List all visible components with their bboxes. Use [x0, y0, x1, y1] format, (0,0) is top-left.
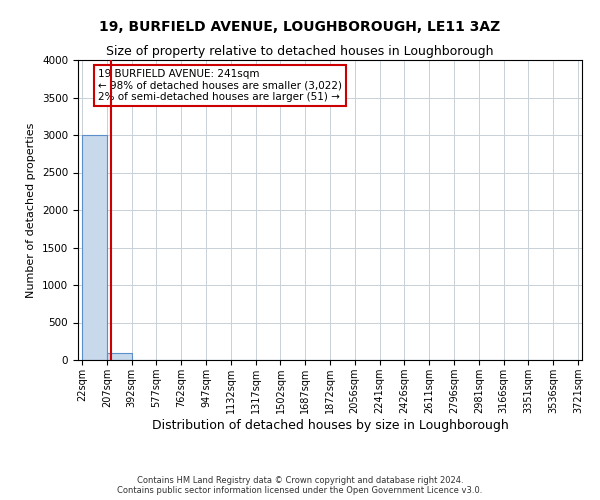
Bar	[107, 352, 131, 360]
Text: Size of property relative to detached houses in Loughborough: Size of property relative to detached ho…	[106, 45, 494, 58]
Text: 19 BURFIELD AVENUE: 241sqm
← 98% of detached houses are smaller (3,022)
2% of se: 19 BURFIELD AVENUE: 241sqm ← 98% of deta…	[98, 69, 342, 102]
Y-axis label: Number of detached properties: Number of detached properties	[26, 122, 37, 298]
Text: 19, BURFIELD AVENUE, LOUGHBOROUGH, LE11 3AZ: 19, BURFIELD AVENUE, LOUGHBOROUGH, LE11 …	[100, 20, 500, 34]
Text: Contains HM Land Registry data © Crown copyright and database right 2024.
Contai: Contains HM Land Registry data © Crown c…	[118, 476, 482, 495]
X-axis label: Distribution of detached houses by size in Loughborough: Distribution of detached houses by size …	[152, 418, 508, 432]
Bar	[82, 135, 107, 360]
